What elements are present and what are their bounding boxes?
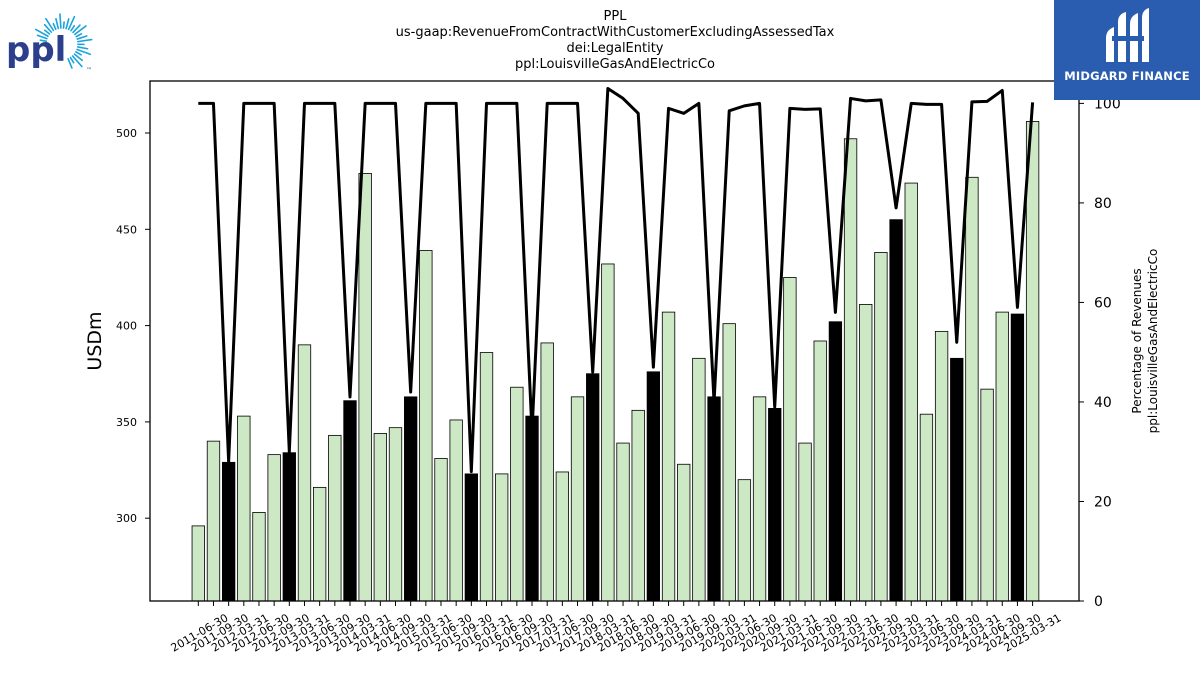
percentage-line-series xyxy=(198,86,1035,474)
y-right-tick-label: 20 xyxy=(1094,494,1112,510)
bar xyxy=(950,357,964,602)
y-right-tick-label: 60 xyxy=(1094,295,1112,311)
bar xyxy=(889,219,903,602)
ppl-sun-icon: ppl ™ xyxy=(6,13,93,74)
bar xyxy=(373,433,387,602)
midgard-finance-logo: MIDGARD FINANCE xyxy=(1054,0,1200,100)
y-right-tick-label: 80 xyxy=(1094,196,1112,212)
bar xyxy=(525,415,539,602)
bar xyxy=(661,311,676,602)
title-line-4: ppl:LouisvilleGasAndElectricCo xyxy=(515,57,715,72)
bar xyxy=(980,388,994,602)
bar xyxy=(555,471,570,602)
title-line-2: us-gaap:RevenueFromContractWithCustomerE… xyxy=(396,25,835,40)
bar xyxy=(707,396,721,602)
bar xyxy=(783,277,797,602)
bar xyxy=(601,263,615,602)
bar xyxy=(540,342,554,602)
ppl-logo-text: ppl xyxy=(6,30,66,70)
bar xyxy=(722,323,736,602)
bar xyxy=(312,486,327,602)
y-right-tick-label: 0 xyxy=(1094,594,1103,610)
y-right-tick-label: 40 xyxy=(1094,395,1112,411)
percentage-line xyxy=(198,86,1035,474)
bar xyxy=(388,427,403,602)
bar xyxy=(904,182,918,602)
y-axis-left: 300 350 400 450 500 xyxy=(116,127,150,525)
y-left-tick-label: 450 xyxy=(116,223,137,236)
bar xyxy=(252,512,266,602)
y-axis-right: 0 20 40 60 80 100 xyxy=(1079,96,1121,610)
bar xyxy=(343,400,357,602)
ppl-logo: ppl ™ xyxy=(4,6,98,76)
bar xyxy=(237,415,251,602)
bar xyxy=(282,452,296,602)
bar xyxy=(191,525,205,602)
bar xyxy=(859,304,873,602)
midgard-mark-icon xyxy=(1106,8,1149,62)
bar xyxy=(419,250,433,602)
bar xyxy=(267,454,281,602)
y-left-tick-label: 350 xyxy=(116,416,137,429)
bar xyxy=(919,413,934,602)
y-left-tick-label: 500 xyxy=(116,127,137,140)
bar xyxy=(813,340,827,602)
bar xyxy=(1010,313,1025,602)
y-axis-right-label-line-1: Percentage of Revenues xyxy=(1130,268,1144,413)
bar xyxy=(631,409,645,602)
bar xyxy=(404,396,418,602)
bar xyxy=(1025,121,1040,602)
bar xyxy=(828,321,843,602)
bar xyxy=(692,357,706,602)
bar xyxy=(874,252,888,602)
midgard-brand-text: MIDGARD FINANCE xyxy=(1064,69,1190,83)
bar xyxy=(464,473,478,602)
bar xyxy=(965,176,979,602)
bar-series xyxy=(191,121,1040,602)
bar xyxy=(328,434,342,602)
bar xyxy=(495,473,509,602)
bar xyxy=(995,311,1009,602)
bar xyxy=(934,330,949,602)
bar xyxy=(586,373,600,602)
chart-title: PPL us-gaap:RevenueFromContractWithCusto… xyxy=(396,9,835,72)
y-axis-right-label-line-2: ppl:LouisvilleGasAndElectricCo xyxy=(1146,249,1160,434)
bar xyxy=(752,396,767,602)
y-left-tick-label: 400 xyxy=(116,320,137,333)
bar xyxy=(358,173,372,602)
bar xyxy=(297,344,312,602)
bar xyxy=(570,396,585,602)
bar xyxy=(510,386,524,602)
bar xyxy=(798,442,812,602)
x-axis: 2011-06-302011-09-302012-03-312012-06-30… xyxy=(169,601,1064,655)
bar xyxy=(768,408,782,602)
bar xyxy=(737,479,752,602)
bar xyxy=(677,463,691,602)
bar xyxy=(616,442,630,602)
bar xyxy=(843,138,858,602)
y-axis-left-label: USDm xyxy=(84,311,106,370)
bar xyxy=(206,440,221,602)
bar xyxy=(646,371,661,602)
title-line-1: PPL xyxy=(604,9,628,24)
y-left-tick-label: 300 xyxy=(116,512,137,525)
ppl-trademark: ™ xyxy=(86,67,92,74)
plot-frame xyxy=(149,80,1080,602)
bar xyxy=(449,419,463,602)
title-line-3: dei:LegalEntity xyxy=(566,41,663,56)
bar xyxy=(221,461,236,602)
bar xyxy=(434,458,448,602)
bar xyxy=(479,352,494,602)
y-right-tick-label: 100 xyxy=(1094,96,1121,112)
